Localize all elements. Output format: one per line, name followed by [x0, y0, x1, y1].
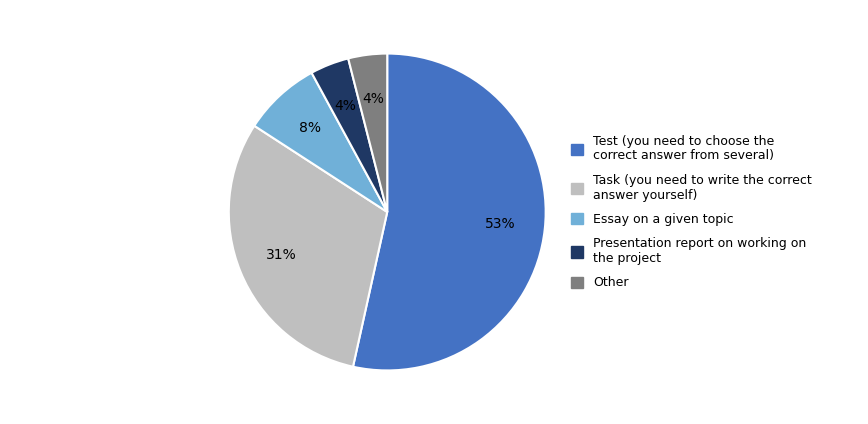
Text: 4%: 4%: [362, 92, 384, 106]
Legend: Test (you need to choose the
correct answer from several), Task (you need to wri: Test (you need to choose the correct ans…: [564, 128, 819, 296]
Text: 8%: 8%: [299, 121, 321, 135]
Wedge shape: [312, 59, 387, 212]
Text: 53%: 53%: [485, 218, 516, 232]
Wedge shape: [348, 53, 387, 212]
Wedge shape: [229, 126, 387, 367]
Text: 4%: 4%: [335, 99, 357, 113]
Wedge shape: [254, 73, 387, 212]
Wedge shape: [353, 53, 546, 371]
Text: 31%: 31%: [266, 248, 297, 262]
